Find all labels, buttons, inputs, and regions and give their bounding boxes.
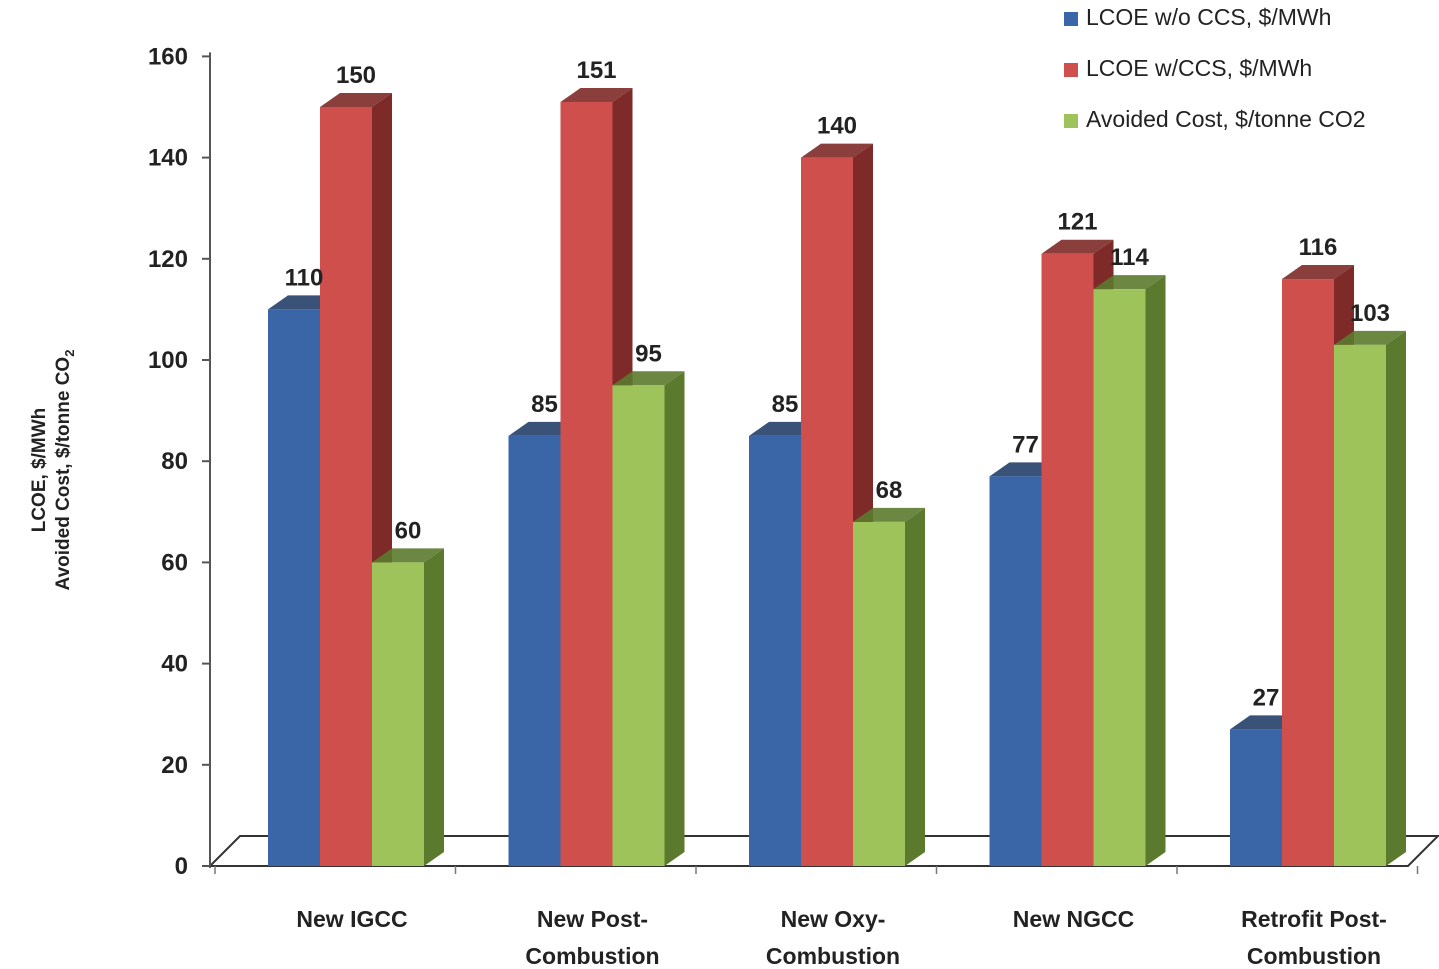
data-label: 150 — [336, 62, 376, 89]
y-tick-label: 160 — [148, 43, 188, 70]
bar-side — [424, 548, 444, 866]
x-axis-labels: New IGCC New Post- Combustion New Oxy- Combu… — [296, 906, 1386, 969]
data-label: 151 — [576, 57, 616, 84]
x-tick-label: New Post- — [537, 906, 648, 932]
y-tick-label: 120 — [148, 246, 188, 273]
bar-top — [853, 507, 925, 522]
bar-front — [612, 385, 665, 866]
bar — [1093, 275, 1166, 866]
y-tick-label: 40 — [161, 651, 188, 678]
bar-front — [1093, 289, 1146, 866]
y-axis-title-text: Avoided Cost, $/tonne CO — [53, 357, 74, 591]
data-labels: 110 85 85 77 27 150 151 140 121 116 60 95 68 114 103 — [285, 57, 1390, 711]
data-label: 77 — [1012, 431, 1039, 458]
bar-front — [989, 476, 1042, 866]
x-tick-label: Combustion — [1247, 943, 1381, 969]
legend-label: LCOE w/CCS, $/MWh — [1086, 55, 1312, 81]
bar — [372, 548, 444, 866]
x-tick-label: Retrofit Post- — [1241, 906, 1387, 932]
bar-side — [905, 507, 925, 866]
bar — [853, 507, 925, 866]
bar-top — [1282, 265, 1354, 280]
data-label: 27 — [1253, 684, 1280, 711]
bar — [1334, 330, 1406, 866]
bar-side — [1145, 275, 1166, 866]
bar-top — [1041, 239, 1114, 254]
bar-front — [749, 435, 801, 866]
data-label: 60 — [395, 517, 422, 544]
y-axis-title-group: LCOE, $/MWh Avoided Cost, $/tonne CO2 — [29, 350, 77, 591]
bar-front — [268, 309, 320, 866]
x-tick-label: New NGCC — [1013, 906, 1134, 932]
y-axis-title-subscript: 2 — [62, 350, 77, 357]
y-axis-title: LCOE, $/MWh Avoided Cost, $/tonne CO2 — [29, 350, 77, 591]
bar-front — [1230, 729, 1282, 866]
bar-top — [560, 87, 633, 102]
bar-side — [664, 371, 685, 866]
bar-top — [320, 93, 392, 107]
data-label: 103 — [1350, 300, 1390, 327]
bar-front — [853, 521, 905, 866]
x-tick-label: Combustion — [766, 943, 900, 969]
data-label: 140 — [817, 113, 857, 140]
y-tick-label: 140 — [148, 145, 188, 172]
data-label: 114 — [1110, 244, 1149, 271]
y-tick-label: 0 — [175, 853, 188, 880]
bars — [268, 87, 1406, 867]
data-label: 68 — [876, 477, 903, 504]
bar — [612, 371, 685, 866]
legend-label: Avoided Cost, $/tonne CO2 — [1086, 106, 1366, 132]
bar-front — [1282, 279, 1334, 866]
bar-side — [1386, 330, 1406, 866]
bar-front — [1041, 253, 1094, 867]
bar-top — [1334, 330, 1406, 345]
data-label: 95 — [635, 340, 662, 367]
x-tick-label: New Oxy- — [781, 906, 886, 932]
y-tick-label: 60 — [161, 549, 188, 576]
bar-top — [801, 143, 873, 158]
x-tick-label: Combustion — [525, 943, 659, 969]
y-tick-label: 20 — [161, 752, 188, 779]
data-label: 110 — [285, 264, 324, 291]
bar-front — [560, 101, 613, 866]
legend-swatch — [1064, 114, 1078, 128]
bar-front — [320, 107, 372, 866]
y-axis-title-line: LCOE, $/MWh — [29, 408, 50, 533]
bar-front — [508, 435, 561, 866]
y-tick-label: 100 — [148, 347, 188, 374]
bar-top — [1093, 275, 1166, 290]
data-label: 116 — [1299, 234, 1338, 261]
bar-top — [612, 371, 685, 386]
y-axis: 0 20 40 60 80 100 120 140 160 — [148, 43, 1419, 880]
legend-swatch — [1064, 12, 1078, 26]
data-label: 85 — [772, 391, 799, 418]
y-tick-label: 80 — [161, 448, 188, 475]
bar-front — [801, 157, 853, 867]
data-label: 85 — [531, 391, 558, 418]
legend: LCOE w/o CCS, $/MWh LCOE w/CCS, $/MWh Avoi… — [1064, 4, 1366, 132]
data-label: 121 — [1057, 209, 1097, 236]
bar-front — [372, 562, 424, 866]
bar-front — [1334, 344, 1386, 866]
y-axis-title-line: Avoided Cost, $/tonne CO2 — [53, 350, 77, 591]
legend-label: LCOE w/o CCS, $/MWh — [1086, 4, 1331, 30]
x-tick-label: New IGCC — [296, 906, 407, 932]
legend-swatch — [1064, 63, 1078, 77]
bar-top — [372, 548, 444, 563]
